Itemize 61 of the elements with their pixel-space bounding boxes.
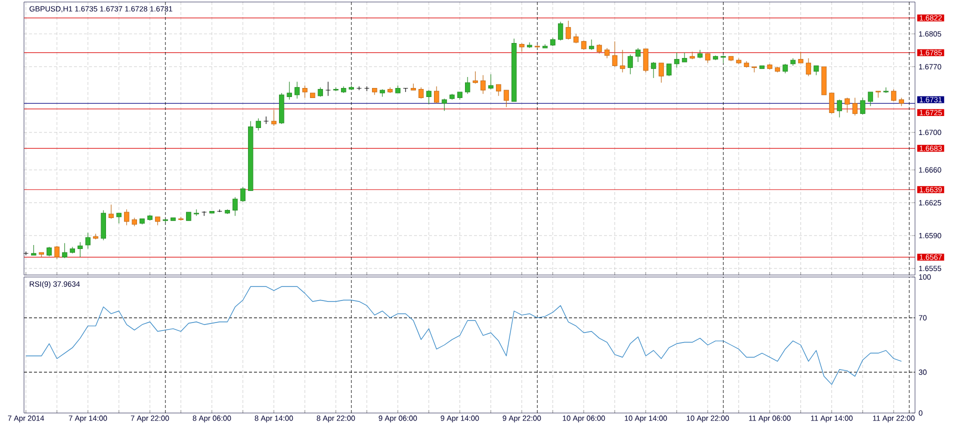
candlestick xyxy=(442,98,447,112)
candlestick xyxy=(326,81,331,96)
candlestick xyxy=(294,81,300,99)
candlestick xyxy=(844,97,850,113)
candlestick xyxy=(271,110,276,126)
candlestick xyxy=(620,50,626,73)
candlestick xyxy=(581,40,586,50)
candlestick xyxy=(23,251,29,256)
candlestick xyxy=(836,99,842,118)
candlestick xyxy=(38,252,44,258)
candlestick xyxy=(596,44,602,54)
candlestick xyxy=(891,88,896,102)
candlestick xyxy=(628,54,633,75)
candlestick xyxy=(650,62,656,78)
candlestick xyxy=(588,39,594,50)
candlestick xyxy=(883,87,889,94)
candlestick xyxy=(782,64,788,74)
candlestick xyxy=(666,64,672,76)
candlestick xyxy=(54,246,60,260)
candlestick xyxy=(480,74,486,94)
candlestick xyxy=(426,90,432,105)
candlestick xyxy=(504,90,509,108)
candlestick xyxy=(829,92,834,114)
candlestick xyxy=(806,58,812,76)
candlestick xyxy=(78,242,83,258)
candlestick xyxy=(108,204,114,220)
candlestick xyxy=(496,84,502,96)
candlestick xyxy=(852,97,858,116)
candlestick xyxy=(643,48,648,73)
candlestick xyxy=(286,81,292,100)
candlestick xyxy=(566,20,571,40)
candlestick xyxy=(658,62,664,83)
candlestick xyxy=(256,118,261,131)
candlestick xyxy=(232,196,238,216)
candlestick xyxy=(464,76,470,94)
candlestick xyxy=(674,52,680,68)
candlestick xyxy=(46,246,52,257)
candlestick xyxy=(682,52,688,62)
candlestick xyxy=(318,87,323,98)
candlestick xyxy=(302,85,308,98)
candlestick xyxy=(573,34,579,44)
candlestick xyxy=(472,71,478,84)
candlestick xyxy=(31,244,36,256)
candlestick xyxy=(418,87,424,99)
candlestick xyxy=(798,51,804,64)
candlestick xyxy=(240,186,246,202)
candlestick xyxy=(697,50,703,59)
candlestick xyxy=(635,48,641,62)
candlestick xyxy=(85,232,90,250)
candlestick xyxy=(488,74,494,90)
candlestick xyxy=(814,65,819,76)
candlestick xyxy=(860,97,866,115)
candlestick xyxy=(612,41,618,68)
candlestick xyxy=(62,242,68,258)
candlestick xyxy=(705,53,710,64)
candlestick xyxy=(124,209,130,226)
candlestick xyxy=(434,86,440,104)
candlestick xyxy=(868,92,874,106)
candlestick xyxy=(116,212,122,224)
candlestick xyxy=(604,48,610,59)
candlestick xyxy=(558,21,564,41)
